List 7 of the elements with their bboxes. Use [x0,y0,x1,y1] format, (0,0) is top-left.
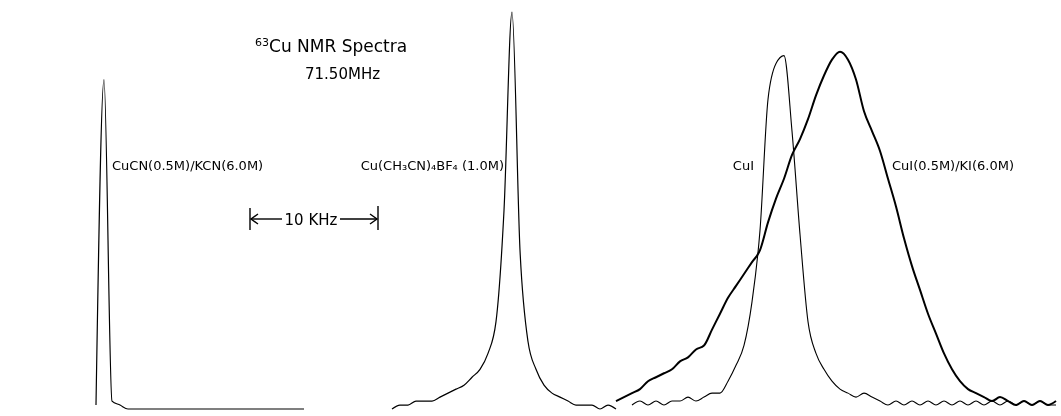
series-label: CuI [732,158,754,173]
annotation: 10 KHz [284,211,338,229]
series-label: CuI(0.5M)/KI(6.0M) [892,158,1014,173]
text: 71.50MHz [305,65,381,83]
series-label: Cu(CH₃CN)₄BF₄ (1.0M) [360,158,504,173]
series-label: CuCN(0.5M)/KCN(6.0M) [112,158,264,173]
text: $^{63}$Cu NMR Spectra [255,35,408,56]
